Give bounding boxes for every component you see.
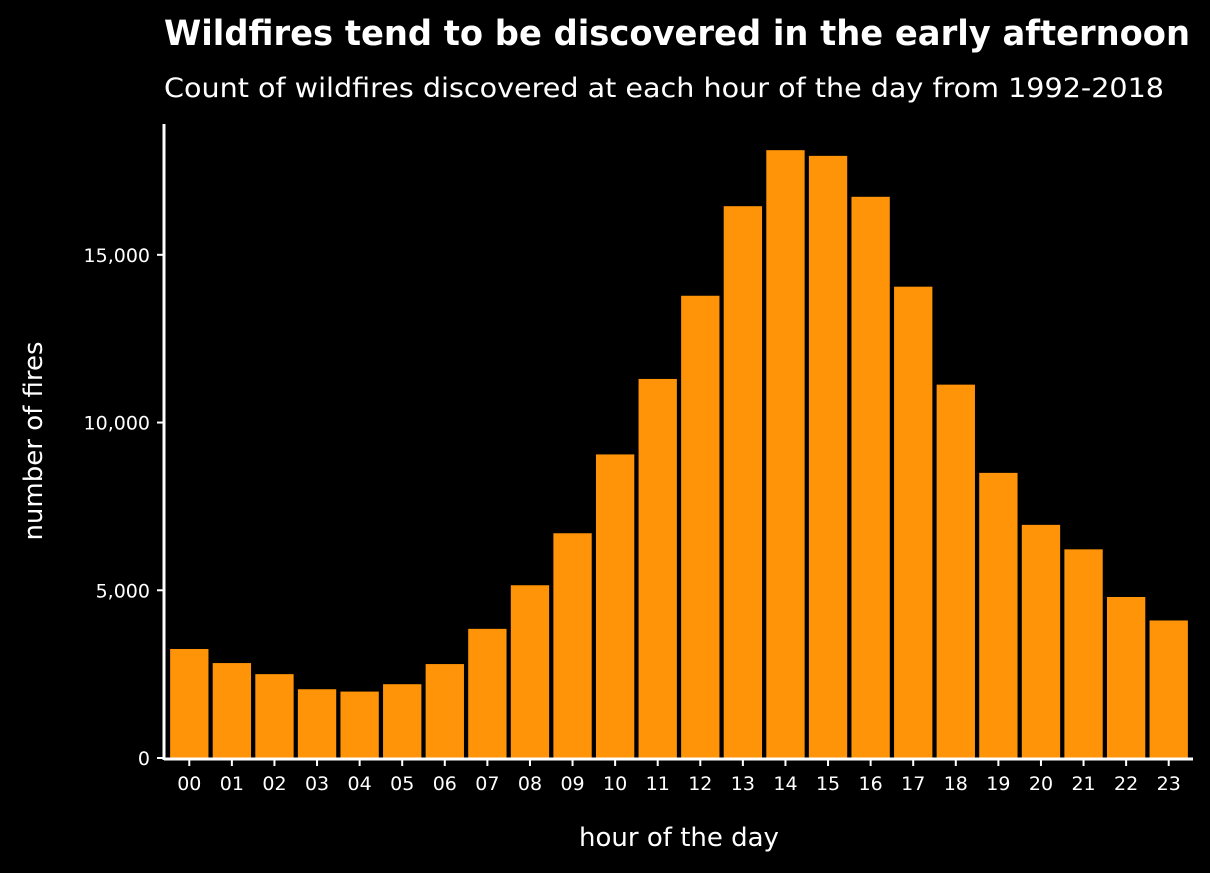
bar-17	[894, 286, 933, 758]
bar-01	[212, 663, 252, 758]
chart-subtitle: Count of wildfires discovered at each ho…	[164, 73, 1164, 104]
x-tick-label: 06	[433, 773, 457, 795]
x-tick-label: 11	[646, 773, 670, 795]
bar-23	[1149, 620, 1188, 758]
bar-15	[808, 155, 848, 758]
x-tick-label: 13	[731, 773, 755, 795]
x-tick-label: 10	[603, 773, 627, 795]
x-tick-label: 04	[348, 773, 372, 795]
x-tick-label: 12	[688, 773, 712, 795]
bar-16	[851, 196, 890, 759]
bar-08	[510, 585, 550, 758]
x-tick-label: 17	[901, 773, 925, 795]
bar-21	[1064, 549, 1103, 758]
x-tick-label: 21	[1071, 773, 1095, 795]
x-tick-label: 02	[262, 773, 286, 795]
x-tick-label: 18	[944, 773, 968, 795]
bar-20	[1021, 524, 1061, 758]
x-tick-label: 19	[986, 773, 1010, 795]
bar-03	[297, 689, 337, 758]
x-axis-title: hour of the day	[579, 823, 779, 853]
bar-13	[723, 206, 763, 758]
bar-18	[936, 384, 975, 758]
y-tick-label: 15,000	[84, 245, 150, 267]
x-tick-label: 15	[816, 773, 840, 795]
bar-07	[468, 628, 507, 758]
bar-19	[979, 472, 1018, 758]
x-tick-label: 23	[1157, 773, 1181, 795]
x-tick-label: 08	[518, 773, 542, 795]
bar-14	[766, 150, 805, 759]
x-tick-label: 20	[1029, 773, 1053, 795]
y-tick-label: 10,000	[84, 413, 150, 435]
y-axis-ticks: 0 5,000 10,000 15,000	[84, 245, 164, 770]
bar-06	[425, 664, 464, 758]
chart-title: Wildfires tend to be discovered in the e…	[164, 14, 1190, 54]
x-tick-label: 16	[859, 773, 883, 795]
bar-09	[553, 533, 592, 758]
bar-04	[340, 691, 379, 758]
x-tick-label: 00	[177, 773, 201, 795]
x-tick-label: 09	[560, 773, 584, 795]
x-tick-label: 01	[220, 773, 244, 795]
bar-10	[595, 454, 635, 758]
bar-02	[255, 674, 294, 758]
x-axis-ticks: 00 01 02 03 04 05 06 07 08 09 10 11 12 13 14 15 16 17 18 19…	[177, 760, 1181, 795]
x-tick-label: 14	[773, 773, 797, 795]
x-tick-label: 05	[390, 773, 414, 795]
bar-22	[1106, 596, 1146, 758]
y-tick-label: 5,000	[96, 580, 150, 602]
y-axis-title: number of fires	[19, 341, 49, 540]
x-tick-label: 07	[475, 773, 499, 795]
bar-11	[638, 378, 677, 758]
x-tick-label: 22	[1114, 773, 1138, 795]
bar-00	[170, 648, 209, 758]
bars-group	[170, 150, 1188, 759]
y-tick-label: 0	[138, 748, 150, 770]
bar-12	[681, 295, 720, 758]
x-tick-label: 03	[305, 773, 329, 795]
bar-05	[383, 684, 422, 758]
